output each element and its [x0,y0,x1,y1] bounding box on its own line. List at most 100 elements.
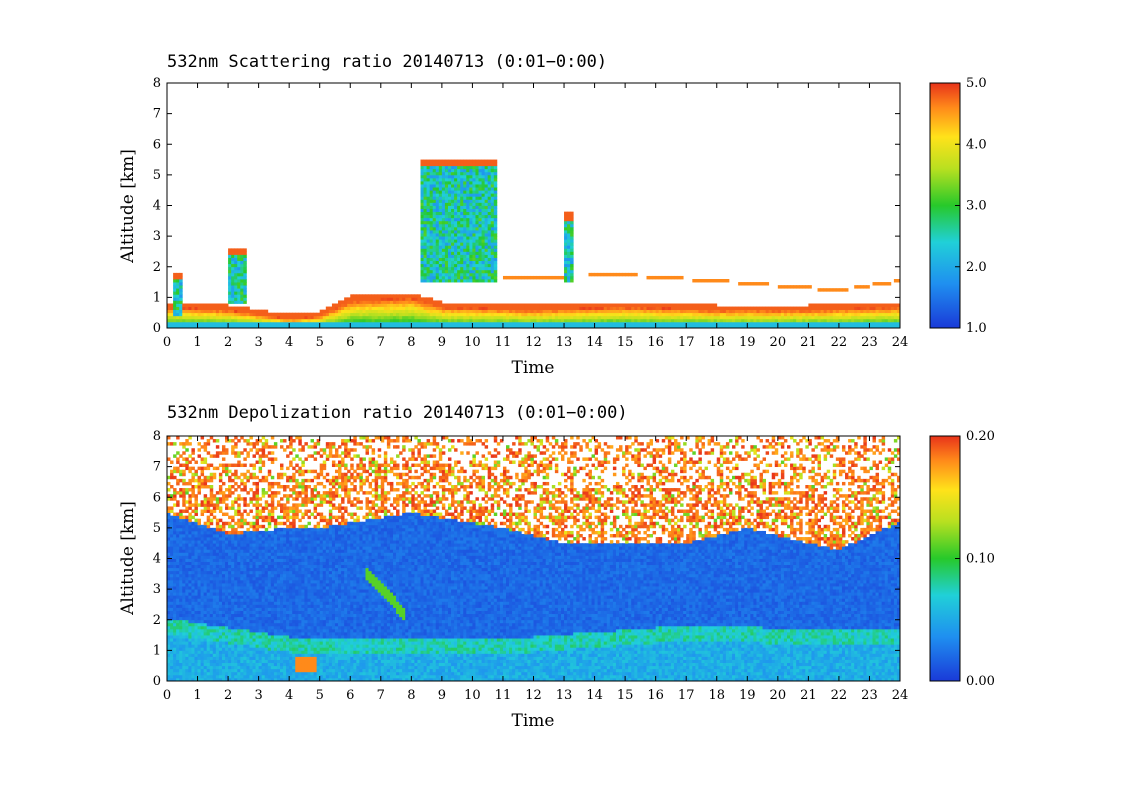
heatmap-cell [167,559,170,562]
heatmap-cell [424,310,427,313]
heatmap-cell [454,212,457,215]
heatmap-cell [396,300,399,303]
heatmap-cell [469,251,472,254]
heatmap-cell [378,310,381,313]
heatmap-cell [375,307,378,310]
heatmap-cell [372,322,375,325]
heatmap-cell [567,230,570,233]
heatmap-cell [213,565,216,568]
heatmap-cell [369,310,372,313]
heatmap-cell [194,617,197,620]
heatmap-cell [213,635,216,638]
heatmap-cell [191,586,194,589]
heatmap-cell [430,227,433,230]
heatmap-cell [445,255,448,258]
heatmap-cell [182,445,185,448]
heatmap-cell [720,313,723,316]
heatmap-cell [766,322,769,325]
heatmap-cell [411,307,414,310]
heatmap-cell [494,175,497,178]
heatmap-cell [188,488,191,491]
heatmap-cell [384,294,387,297]
heatmap-cell [637,304,640,307]
heatmap-cell [185,543,188,546]
heatmap-cell [787,319,790,322]
heatmap-cell [677,304,680,307]
heatmap-cell [448,307,451,310]
heatmap-cell [173,497,176,500]
heatmap-cell [375,316,378,319]
heatmap-cell [729,322,732,325]
heatmap-cell [350,294,353,297]
heatmap-cell [173,611,176,614]
heatmap-cell [640,319,643,322]
heatmap-cell [182,669,185,672]
heatmap-cell [784,310,787,313]
heatmap-cell [188,601,191,604]
heatmap-cell [842,307,845,310]
heatmap-cell [640,322,643,325]
heatmap-cell [216,519,219,522]
heatmap-cell [185,546,188,549]
heatmap-cell [179,307,182,310]
heatmap-cell [451,279,454,282]
heatmap-cell [237,273,240,276]
heatmap-cell [457,230,460,233]
heatmap-cell [454,258,457,261]
heatmap-cell [372,319,375,322]
heatmap-cell [194,500,197,503]
heatmap-cell [659,307,662,310]
heatmap-cell [488,261,491,264]
heatmap-cell [194,604,197,607]
heatmap-cell [207,464,210,467]
heatmap-cell [711,310,714,313]
heatmap-cell [185,491,188,494]
heatmap-cell [213,592,216,595]
heatmap-cell [179,601,182,604]
heatmap-cell [402,297,405,300]
heatmap-cell [198,641,201,644]
heatmap-cell [882,310,885,313]
heatmap-cell [369,300,372,303]
heatmap-cell [442,181,445,184]
heatmap-cell [448,304,451,307]
heatmap-cell [491,258,494,261]
heatmap-cell [439,187,442,190]
heatmap-cell [228,592,231,595]
heatmap-cell [198,485,201,488]
heatmap-cell [240,552,243,555]
colorbar-label: 5.0 [966,76,987,91]
heatmap-cell [836,319,839,322]
heatmap-cell [680,307,683,310]
heatmap-cell [475,206,478,209]
heatmap-cell [210,620,213,623]
heatmap-cell [173,291,176,294]
heatmap-cell [494,196,497,199]
heatmap-cell [185,629,188,632]
heatmap-cell [405,300,408,303]
heatmap-cell [219,583,222,586]
heatmap-cell [570,258,573,261]
heatmap-cell [176,528,179,531]
heatmap-cell [436,199,439,202]
heatmap-cell [494,279,497,282]
heatmap-cell [555,276,558,279]
heatmap-cell [191,611,194,614]
heatmap-cell [436,224,439,227]
heatmap-cell [472,184,475,187]
heatmap-cell [191,568,194,571]
heatmap-cell [204,650,207,653]
heatmap-cell [210,635,213,638]
heatmap-cell [482,261,485,264]
heatmap-cell [598,310,601,313]
heatmap-cell [445,199,448,202]
heatmap-cell [231,310,234,313]
heatmap-cell [228,626,231,629]
heatmap-cell [188,623,191,626]
heatmap-cell [885,322,888,325]
heatmap-cell [204,500,207,503]
heatmap-cell [439,196,442,199]
heatmap-cell [708,310,711,313]
heatmap-cell [198,589,201,592]
heatmap-cell [191,448,194,451]
